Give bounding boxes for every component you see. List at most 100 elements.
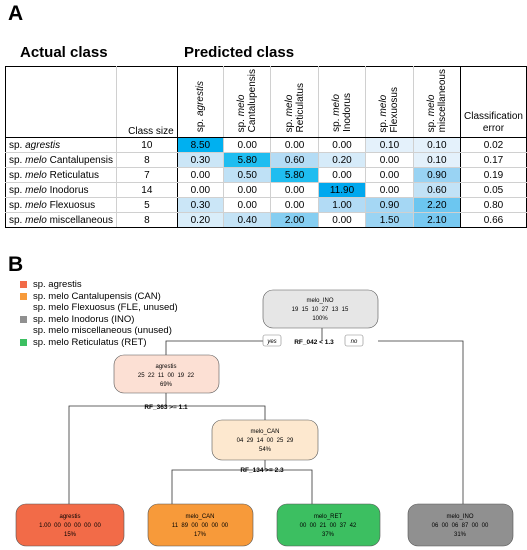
split-root: RF_042 < 1.3	[294, 339, 334, 346]
yes-badge	[262, 334, 282, 347]
legend-label: sp. melo miscellaneous (unused)	[33, 325, 172, 337]
legend-item: sp. agrestis	[20, 279, 178, 291]
node-box	[147, 503, 254, 547]
legend-item: sp. melo Cantalupensis (CAN)	[20, 291, 178, 303]
legend-item: sp. melo Flexuosus (FLE, unused)	[20, 302, 178, 314]
node-pct: 31%	[454, 532, 467, 538]
col-header-flexuosus: sp. melo Flexuosus	[365, 65, 414, 139]
node-pct: 37%	[322, 532, 335, 538]
col-header-miscellaneous: sp. melo miscellaneous	[412, 65, 461, 139]
class-size-cell: 8	[115, 212, 178, 229]
matrix-cell: 0.00	[317, 212, 367, 229]
col-header-reticulatus: sp. melo Reticulatus	[270, 65, 319, 139]
node-name: agrestis	[59, 514, 80, 520]
confusion-matrix-table: Class size sp. agrestis sp. melo Cantalup…	[5, 65, 527, 229]
legend-swatch	[20, 281, 27, 289]
node-pct: 69%	[160, 382, 173, 388]
leaf-ino: melo_INO 06 00 06 87 00 00 31%	[407, 503, 514, 547]
edge-can-no	[265, 469, 313, 504]
leaf-agrestis: agrestis 1.00 00 00 00 00 00 15%	[15, 503, 125, 547]
node-name: melo_CAN	[185, 514, 214, 520]
matrix-cell: 0.00	[223, 182, 272, 199]
matrix-cell: 0.10	[412, 137, 461, 154]
col-header-agrestis: sp. agrestis	[176, 65, 225, 139]
matrix-cell: 0.00	[176, 167, 225, 184]
matrix-cell: 2.00	[270, 212, 319, 229]
node-name: melo_INO	[446, 514, 473, 520]
legend-swatch	[20, 338, 27, 346]
no-badge	[344, 334, 364, 347]
node-values: 00 00 21 00 37 42	[300, 523, 357, 529]
col-header-inodorus: sp. melo Inodorus	[317, 65, 367, 139]
matrix-row-reticulatus: sp. melo Reticulatus 7 0.00 0.50 5.80 0.…	[5, 167, 527, 184]
node-pct: 54%	[259, 447, 272, 453]
matrix-cell: 0.60	[270, 152, 319, 169]
legend-label: sp. melo Flexuosus (FLE, unused)	[33, 302, 178, 314]
corner-cell	[5, 65, 117, 139]
legend-item: sp. melo Reticulatus (RET)	[20, 337, 178, 349]
class-size-header: Class size	[115, 65, 178, 139]
matrix-cell: 2.10	[412, 212, 461, 229]
matrix-header-row: Class size sp. agrestis sp. melo Cantalup…	[5, 65, 527, 139]
leaf-ret: melo_RET 00 00 21 00 37 42 37%	[276, 503, 381, 547]
node-root: melo_INO 19 15 10 27 13 15 100%	[262, 289, 379, 329]
edge-root-yes	[165, 340, 263, 355]
tree-legend: sp. agrestis sp. melo Cantalupensis (CAN…	[20, 279, 178, 348]
error-cell: 0.66	[459, 212, 527, 229]
legend-swatch	[20, 292, 27, 300]
matrix-row-flexuosus: sp. melo Flexuosus 5 0.30 0.00 0.00 1.00…	[5, 197, 527, 214]
node-values: 04 29 14 00 25 29	[237, 438, 294, 444]
row-label: sp. melo miscellaneous	[5, 212, 117, 229]
node-can-inner: melo_CAN 04 29 14 00 25 29 54%	[211, 419, 319, 461]
node-name: melo_RET	[314, 514, 343, 520]
node-box	[407, 503, 514, 547]
node-values: 25 22 11 00 19 22	[138, 373, 195, 379]
node-box	[211, 419, 319, 461]
legend-label: sp. agrestis	[33, 279, 82, 291]
matrix-cell: 0.90	[365, 197, 414, 214]
yes-label: yes	[266, 339, 276, 345]
panel-a-letter: A	[8, 2, 24, 25]
tree-edges	[68, 328, 464, 504]
matrix-cell: 0.00	[365, 182, 414, 199]
legend-label: sp. melo Reticulatus (RET)	[33, 336, 147, 348]
node-values: 11 89 00 00 00 00	[172, 523, 229, 529]
edge-root-no	[378, 340, 464, 504]
matrix-cell: 0.10	[412, 152, 461, 169]
node-values: 1.00 00 00 00 00 00	[39, 523, 101, 529]
row-label: sp. melo Inodorus	[5, 182, 117, 199]
node-box	[113, 354, 220, 394]
legend-item: sp. melo Inodorus (INO)	[20, 314, 178, 326]
node-pct: 17%	[194, 532, 207, 538]
node-box	[276, 503, 381, 547]
edge-can-yes	[171, 460, 266, 504]
panel-b-letter: B	[8, 253, 24, 276]
node-name: agrestis	[155, 364, 176, 370]
node-pct: 15%	[64, 532, 77, 538]
node-box	[15, 503, 125, 547]
legend-label: sp. melo Cantalupensis (CAN)	[33, 290, 161, 302]
node-agrestis-inner: agrestis 25 22 11 00 19 22 69%	[113, 354, 220, 394]
matrix-cell: 0.40	[223, 212, 272, 229]
classification-error-header: Classification error	[459, 65, 527, 139]
matrix-cell: 8.50	[176, 137, 225, 154]
matrix-cell: 0.00	[317, 167, 367, 184]
matrix-row-miscellaneous: sp. melo miscellaneous 8 0.20 0.40 2.00 …	[5, 212, 527, 229]
predicted-class-heading: Predicted class	[184, 44, 295, 61]
legend-label: sp. melo Inodorus (INO)	[33, 313, 135, 325]
node-pct: 100%	[312, 316, 328, 322]
matrix-cell: 0.20	[176, 212, 225, 229]
edge-agrestis-yes	[68, 393, 167, 504]
legend-swatch	[20, 315, 27, 323]
matrix-cell: 1.00	[317, 197, 367, 214]
node-name: melo_INO	[306, 298, 333, 304]
node-box	[262, 289, 379, 329]
no-label: no	[351, 339, 358, 345]
legend-item: sp. melo miscellaneous (unused)	[20, 325, 178, 337]
node-values: 19 15 10 27 13 15	[292, 307, 349, 313]
leaf-can: melo_CAN 11 89 00 00 00 00 17%	[147, 503, 254, 547]
node-name: melo_CAN	[250, 429, 279, 435]
actual-class-heading: Actual class	[20, 44, 108, 61]
col-header-cantalupensis: sp. melo Cantalupensis	[223, 65, 272, 139]
